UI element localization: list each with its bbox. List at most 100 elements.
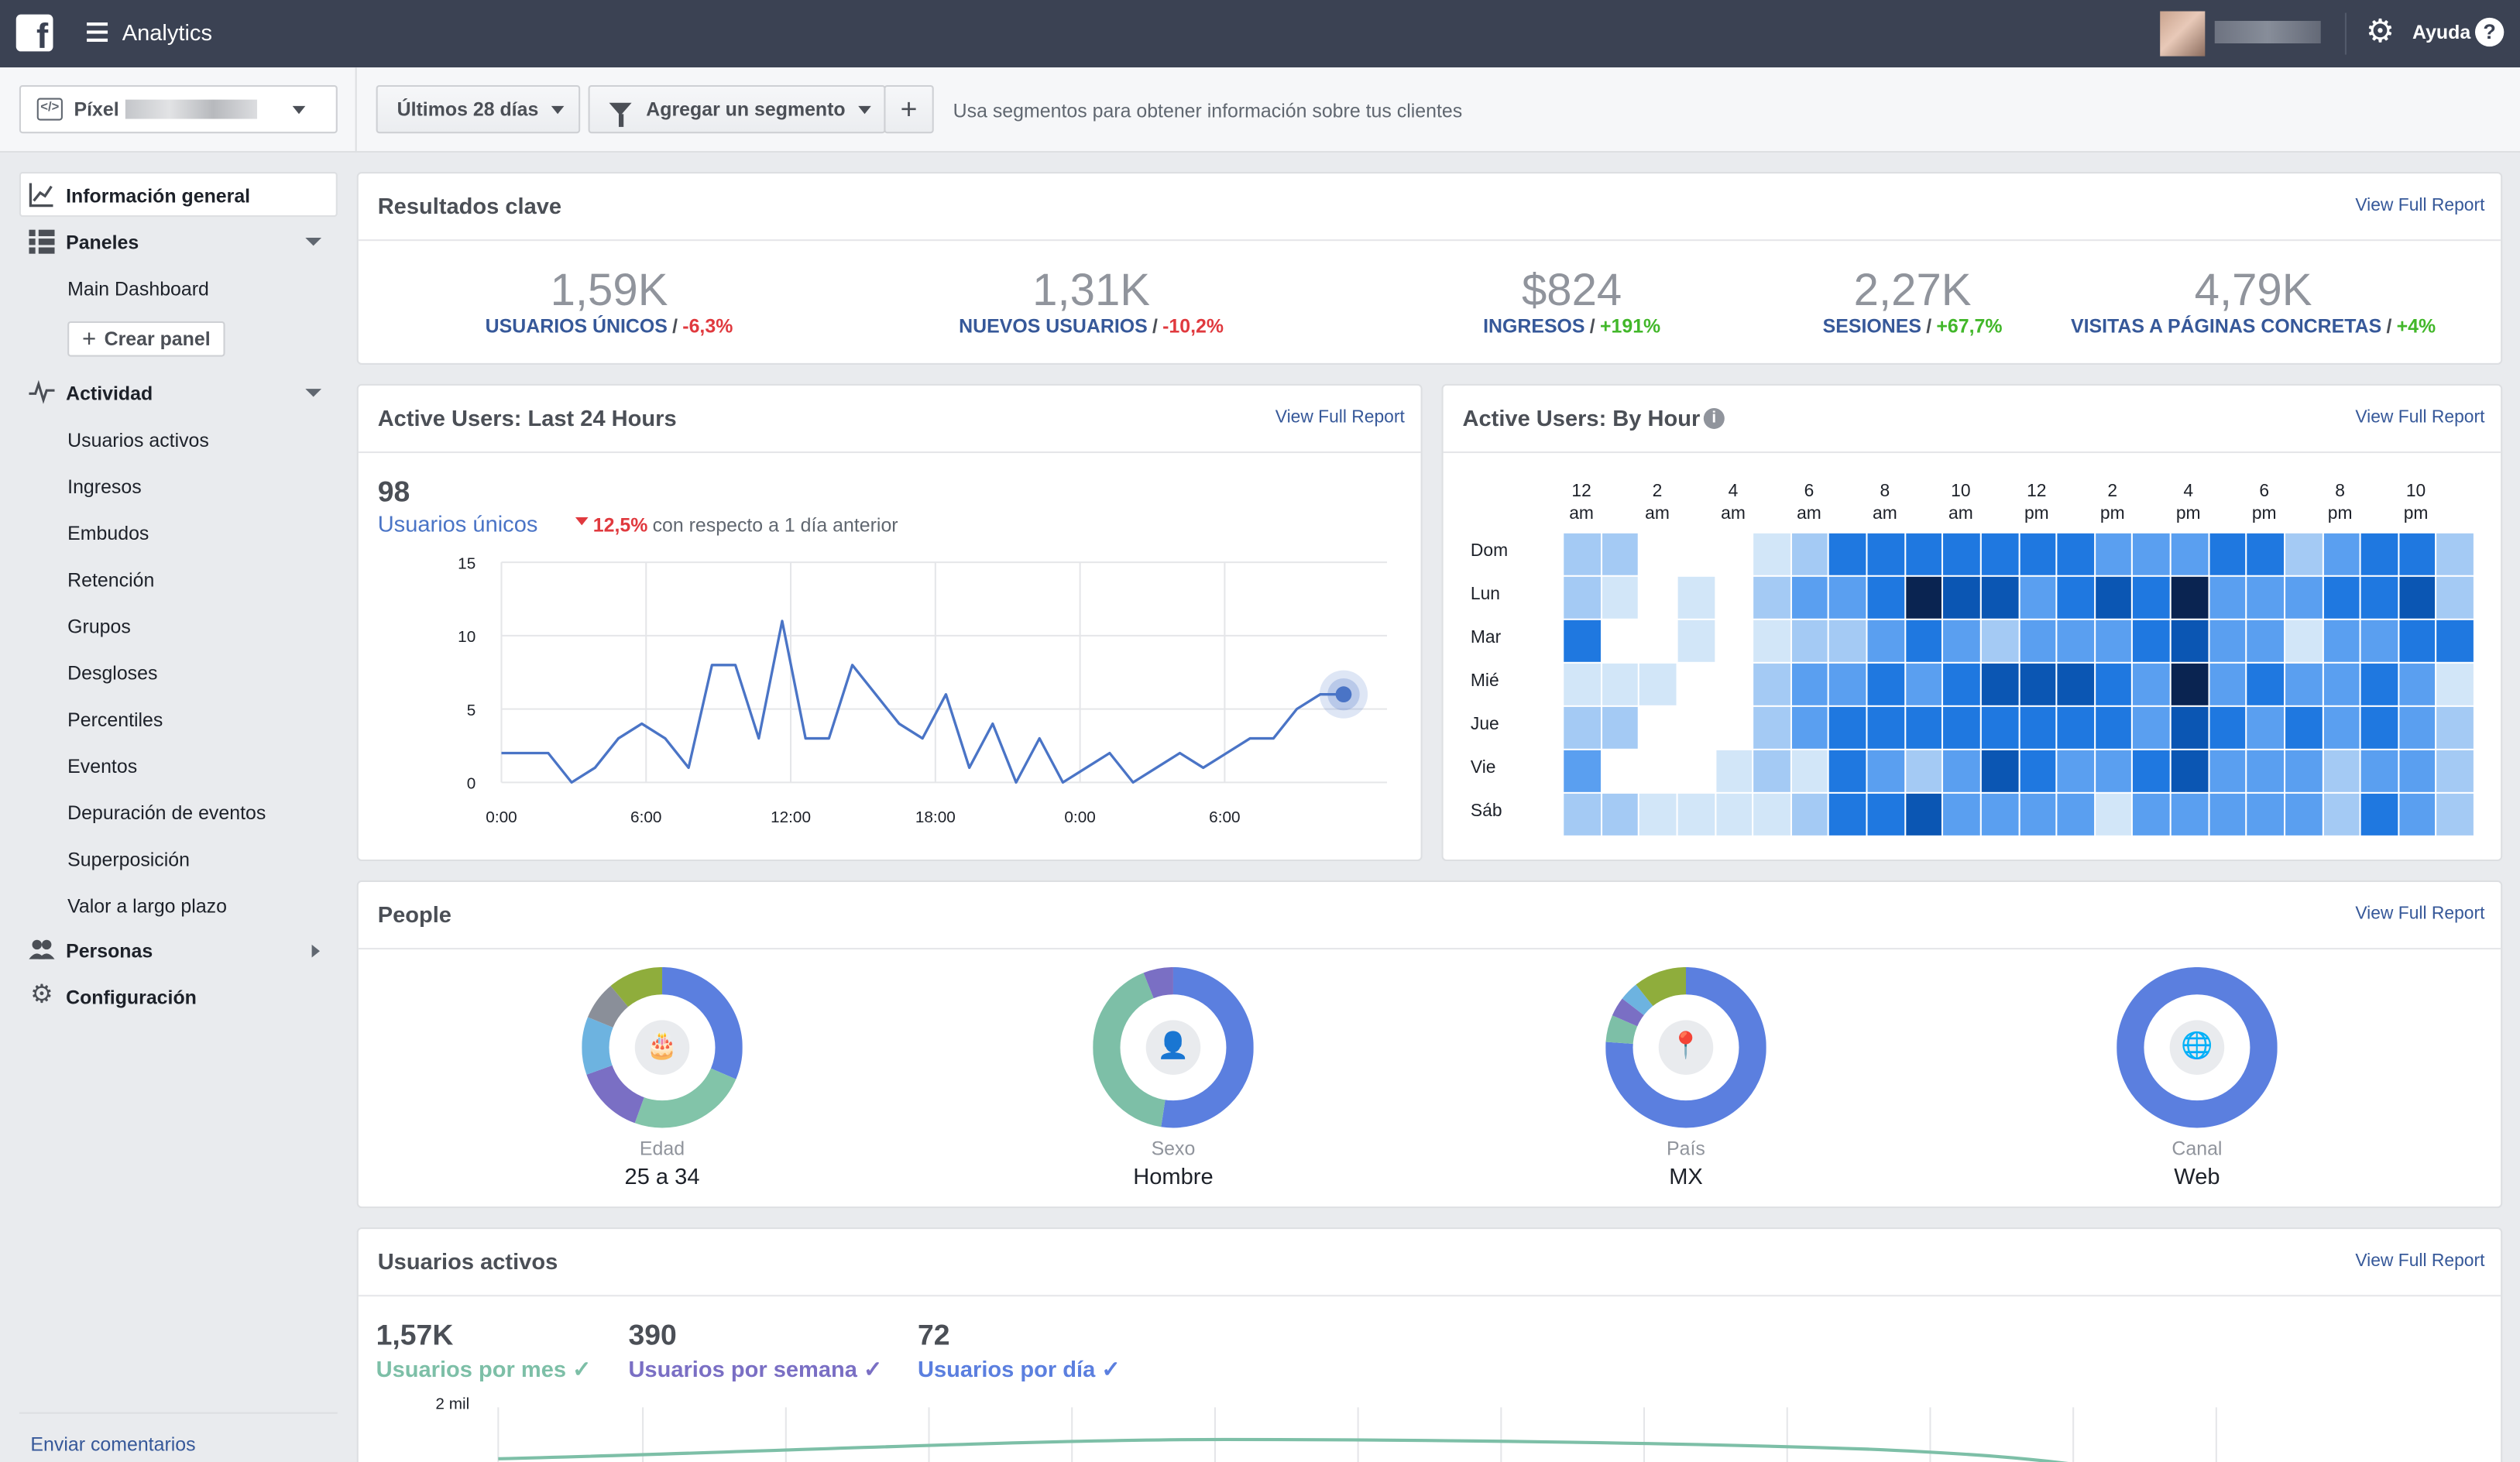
heatmap-cell[interactable] [1981, 793, 2018, 836]
heatmap-cell[interactable] [2323, 750, 2360, 792]
heatmap-cell[interactable] [2436, 576, 2474, 619]
heatmap-cell[interactable] [2133, 706, 2170, 749]
heatmap-cell[interactable] [2436, 793, 2474, 836]
heatmap-cell[interactable] [1867, 619, 1904, 662]
heatmap-cell[interactable] [2095, 663, 2132, 705]
date-range-dropdown[interactable]: Últimos 28 días [376, 84, 581, 134]
heatmap-cell[interactable] [1715, 793, 1753, 836]
heatmap-cell[interactable] [1715, 750, 1753, 792]
heatmap-cell[interactable] [1639, 706, 1677, 749]
heatmap-cell[interactable] [1981, 706, 2018, 749]
heatmap-cell[interactable] [1791, 619, 1828, 662]
heatmap-cell[interactable] [2360, 663, 2398, 705]
heatmap-cell[interactable] [2398, 793, 2436, 836]
heatmap-cell[interactable] [2209, 533, 2246, 575]
heatmap-cell[interactable] [2133, 533, 2170, 575]
sidebar-item-activity-sub[interactable]: Desgloses [67, 661, 158, 685]
heatmap-cell[interactable] [1602, 619, 1639, 662]
heatmap-cell[interactable] [2095, 793, 2132, 836]
heatmap-cell[interactable] [1905, 576, 1942, 619]
heatmap-cell[interactable] [1677, 576, 1715, 619]
sidebar-overview-label[interactable]: Información general [66, 184, 251, 208]
heatmap-cell[interactable] [2209, 619, 2246, 662]
heatmap-cell[interactable] [2095, 619, 2132, 662]
heatmap-cell[interactable] [2285, 533, 2322, 575]
heatmap-cell[interactable] [1867, 750, 1904, 792]
active-users-24h-view-full-report-link[interactable]: View Full Report [1275, 407, 1405, 427]
heatmap-cell[interactable] [2057, 750, 2094, 792]
heatmap-cell[interactable] [1943, 619, 1980, 662]
heatmap-cell[interactable] [1677, 793, 1715, 836]
heatmap-cell[interactable] [1943, 793, 1980, 836]
heatmap-cell[interactable] [2436, 619, 2474, 662]
heatmap-cell[interactable] [1829, 533, 1866, 575]
sidebar-item-main-dashboard[interactable]: Main Dashboard [67, 277, 209, 300]
heatmap-cell[interactable] [2209, 750, 2246, 792]
heatmap-cell[interactable] [2019, 750, 2056, 792]
heatmap-cell[interactable] [2209, 576, 2246, 619]
heatmap-cell[interactable] [1564, 663, 1601, 705]
heatmap-cell[interactable] [2436, 533, 2474, 575]
heatmap-cell[interactable] [2247, 533, 2284, 575]
sidebar-item-activity-sub[interactable]: Percentiles [67, 708, 163, 731]
sidebar-item-overview[interactable] [19, 171, 338, 218]
heatmap-cell[interactable] [2247, 706, 2284, 749]
sidebar-item-activity[interactable]: Actividad [66, 382, 153, 405]
heatmap-cell[interactable] [1943, 576, 1980, 619]
sidebar-item-settings[interactable]: Configuración [66, 986, 197, 1009]
active-users-view-full-report-link[interactable]: View Full Report [2355, 1251, 2485, 1272]
add-segment-dropdown[interactable]: Agregar un segmento [588, 84, 886, 134]
heatmap-cell[interactable] [2133, 663, 2170, 705]
heatmap-cell[interactable] [1639, 619, 1677, 662]
heatmap-cell[interactable] [1791, 706, 1828, 749]
create-panel-button[interactable]: + Crear panel [67, 321, 225, 357]
heatmap-cell[interactable] [1867, 663, 1904, 705]
heatmap-cell[interactable] [1564, 619, 1601, 662]
send-feedback-link[interactable]: Enviar comentarios [30, 1433, 196, 1456]
heatmap-cell[interactable] [2095, 533, 2132, 575]
heatmap-cell[interactable] [2398, 750, 2436, 792]
active-users-by-hour-view-full-report-link[interactable]: View Full Report [2355, 407, 2485, 427]
heatmap-cell[interactable] [2171, 576, 2208, 619]
heatmap-cell[interactable] [2360, 706, 2398, 749]
heatmap-cell[interactable] [1753, 750, 1790, 792]
heatmap-cell[interactable] [1791, 750, 1828, 792]
heatmap-cell[interactable] [1677, 533, 1715, 575]
heatmap-cell[interactable] [1867, 793, 1904, 836]
heatmap-cell[interactable] [1981, 533, 2018, 575]
heatmap-cell[interactable] [1602, 533, 1639, 575]
heatmap-cell[interactable] [2398, 619, 2436, 662]
kpi-tile[interactable]: 1,31K NUEVOS USUARIOS / -10,2% [850, 266, 1333, 337]
heatmap-cell[interactable] [2019, 619, 2056, 662]
heatmap-cell[interactable] [1602, 663, 1639, 705]
heatmap-cell[interactable] [2360, 533, 2398, 575]
weekly-users-toggle[interactable]: Usuarios por semana ✓ [628, 1356, 882, 1383]
heatmap-cell[interactable] [1829, 576, 1866, 619]
facebook-logo-icon[interactable]: f [15, 14, 53, 52]
heatmap-cell[interactable] [2323, 576, 2360, 619]
chevron-down-icon[interactable] [305, 389, 322, 397]
heatmap-cell[interactable] [1639, 663, 1677, 705]
heatmap-cell[interactable] [2095, 706, 2132, 749]
heatmap-cell[interactable] [1905, 750, 1942, 792]
key-results-view-full-report-link[interactable]: View Full Report [2355, 196, 2485, 216]
heatmap-cell[interactable] [1564, 750, 1601, 792]
heatmap-cell[interactable] [2436, 750, 2474, 792]
daily-users-toggle[interactable]: Usuarios por día ✓ [918, 1356, 1121, 1383]
heatmap-cell[interactable] [2247, 619, 2284, 662]
heatmap-cell[interactable] [2285, 619, 2322, 662]
heatmap-cell[interactable] [2209, 706, 2246, 749]
heatmap-cell[interactable] [1943, 706, 1980, 749]
help-icon[interactable]: ? [2474, 17, 2505, 47]
heatmap-cell[interactable] [1829, 793, 1866, 836]
monthly-users-toggle[interactable]: Usuarios por mes ✓ [376, 1356, 592, 1383]
heatmap-cell[interactable] [2323, 706, 2360, 749]
sidebar-item-people[interactable]: Personas [66, 939, 153, 963]
heatmap-cell[interactable] [1677, 619, 1715, 662]
heatmap-cell[interactable] [1867, 706, 1904, 749]
heatmap-cell[interactable] [1943, 533, 1980, 575]
heatmap-cell[interactable] [2133, 750, 2170, 792]
heatmap-cell[interactable] [2171, 663, 2208, 705]
heatmap-cell[interactable] [1677, 706, 1715, 749]
heatmap-cell[interactable] [2360, 793, 2398, 836]
